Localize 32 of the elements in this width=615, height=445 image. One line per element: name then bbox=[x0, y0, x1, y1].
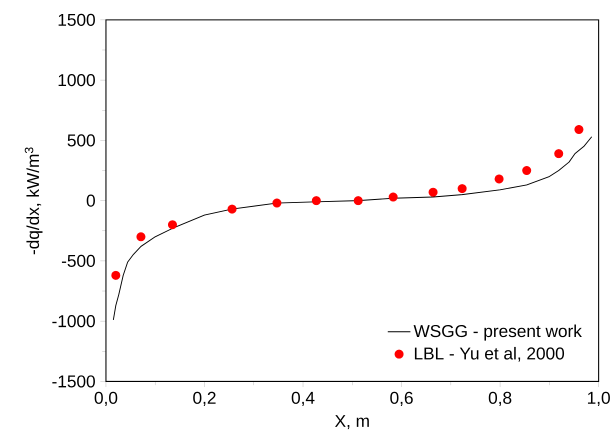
x-tick-label: 0,4 bbox=[292, 392, 314, 406]
x-tick-label: 0,0 bbox=[94, 392, 118, 406]
y-tick-label: 500 bbox=[68, 134, 95, 146]
y-tick-label: -1000 bbox=[52, 315, 95, 328]
point bbox=[228, 204, 237, 214]
point bbox=[494, 174, 504, 184]
x-tick-label: 0,6 bbox=[390, 392, 413, 406]
x-axis-title: X, m bbox=[334, 415, 369, 430]
point bbox=[136, 232, 146, 242]
point bbox=[272, 198, 282, 208]
point bbox=[388, 192, 398, 202]
point bbox=[312, 196, 321, 206]
y-tick-label: 1500 bbox=[58, 14, 95, 26]
x-tick-label: 0,8 bbox=[488, 392, 512, 406]
point bbox=[428, 188, 438, 197]
point bbox=[554, 149, 564, 158]
x-tick-label: 0,2 bbox=[193, 392, 216, 406]
point bbox=[168, 220, 177, 230]
line-series bbox=[112, 136, 592, 320]
point bbox=[458, 184, 467, 194]
x-tick-label: 1,0 bbox=[588, 392, 610, 406]
y-tick-label: -500 bbox=[62, 254, 95, 267]
point bbox=[354, 196, 363, 206]
y-axis-title: -dq/dx, kW/m$^{3}$ bbox=[24, 147, 42, 254]
point bbox=[111, 270, 120, 280]
point bbox=[574, 125, 584, 134]
legend-label: LBL - Yu et al, 2000 bbox=[414, 346, 564, 362]
legend-label: WSGG - present work bbox=[414, 324, 582, 341]
y-tick-label: -1500 bbox=[52, 375, 95, 388]
point bbox=[522, 166, 532, 176]
y-tick-label: 1000 bbox=[58, 74, 95, 86]
y-tick-label: 0 bbox=[86, 194, 95, 207]
